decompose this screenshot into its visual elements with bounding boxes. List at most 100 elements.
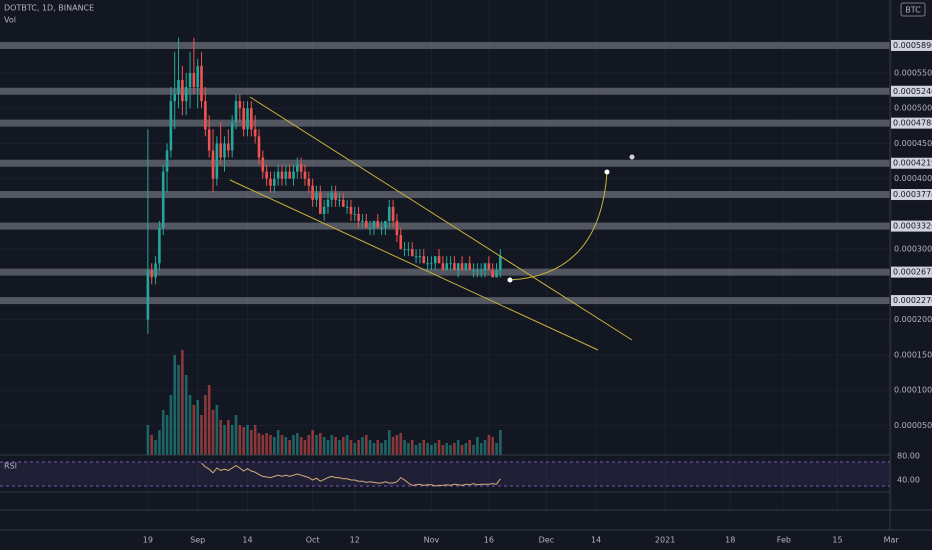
candle-body bbox=[380, 227, 383, 229]
volume-bar bbox=[449, 445, 452, 455]
volume-bar bbox=[326, 440, 330, 455]
volume-bar bbox=[146, 425, 150, 455]
level-band bbox=[0, 222, 890, 230]
volume-bar bbox=[169, 395, 173, 455]
candle-body bbox=[215, 143, 219, 179]
volume-bar bbox=[238, 425, 242, 455]
volume-bar bbox=[410, 440, 414, 455]
candle-body bbox=[177, 79, 180, 95]
candle-body bbox=[269, 178, 272, 186]
volume-bar bbox=[380, 443, 383, 455]
volume-bar bbox=[353, 443, 357, 455]
candle-body bbox=[257, 136, 261, 158]
volume-bar bbox=[437, 440, 441, 455]
candle-body bbox=[246, 108, 249, 130]
volume-bar bbox=[188, 395, 192, 455]
candle-body bbox=[430, 263, 433, 265]
volume-bar bbox=[422, 440, 426, 455]
volume-bar bbox=[204, 395, 207, 455]
candle-body bbox=[315, 192, 318, 200]
level-label: 0.00022700 bbox=[893, 296, 932, 305]
candle-body bbox=[318, 192, 322, 214]
candle-body bbox=[234, 101, 238, 123]
volume-bar bbox=[311, 430, 314, 455]
currency-box[interactable] bbox=[900, 2, 926, 17]
levels bbox=[0, 41, 890, 305]
volume-bar bbox=[476, 437, 479, 455]
volume-bar bbox=[384, 440, 387, 455]
currency[interactable]: BTC bbox=[905, 6, 921, 15]
candle-body bbox=[338, 199, 341, 201]
volume-bar bbox=[246, 425, 249, 455]
candle-body bbox=[150, 270, 154, 278]
volume-bar bbox=[376, 440, 380, 455]
volume-bar bbox=[433, 443, 437, 455]
y-tick-label: 0.00020000 bbox=[894, 315, 932, 324]
level-band bbox=[0, 119, 890, 127]
volume-bar bbox=[472, 445, 475, 455]
level-label: 0.00037749 bbox=[893, 190, 932, 199]
candle-body bbox=[437, 256, 441, 264]
candle-body bbox=[242, 108, 245, 130]
symbol: DOTBTC, 1D, BINANCE bbox=[4, 4, 94, 13]
rsi bbox=[201, 462, 501, 487]
candle-body bbox=[495, 270, 498, 278]
candle-body bbox=[479, 270, 483, 272]
candle-body bbox=[284, 171, 288, 179]
level-band bbox=[0, 191, 890, 199]
level-label-box bbox=[891, 39, 932, 51]
candle-body bbox=[250, 108, 253, 130]
volume-bar bbox=[223, 425, 226, 455]
candle-body bbox=[265, 171, 268, 179]
x-tick-label: Feb bbox=[777, 536, 791, 545]
level-label: 0.00047880 bbox=[893, 119, 932, 128]
volume-bar bbox=[487, 435, 491, 455]
volume-bar bbox=[468, 440, 472, 455]
candle-body bbox=[487, 263, 491, 271]
axes: 19 Sep 14 Oct 12 Nov 16 Dec 14 2021 18 Feb 15 Mar 0.00… bbox=[143, 39, 932, 545]
candle-body bbox=[349, 206, 353, 214]
level-label: 0.00052400 bbox=[893, 87, 932, 96]
trend-line bbox=[229, 179, 599, 351]
candle-body bbox=[403, 249, 406, 251]
candles bbox=[146, 37, 502, 334]
volume-bar bbox=[284, 437, 288, 455]
trend-line bbox=[249, 96, 633, 341]
candle-body bbox=[499, 256, 502, 271]
volume-bar bbox=[288, 440, 291, 455]
candle-body bbox=[303, 171, 307, 179]
candle-body bbox=[322, 206, 326, 214]
candle-body bbox=[207, 129, 211, 151]
volume-bar bbox=[334, 437, 337, 455]
volume-bar bbox=[407, 443, 410, 455]
volume-bar bbox=[499, 430, 502, 455]
volume-bar bbox=[273, 437, 276, 455]
x-tick-label: Mar bbox=[884, 536, 900, 545]
candle-body bbox=[449, 263, 452, 265]
x-tick-label: 14 bbox=[591, 536, 601, 545]
candle-body bbox=[161, 171, 165, 228]
candle-body bbox=[476, 270, 479, 272]
volume-bar bbox=[184, 375, 188, 455]
volume-bar bbox=[426, 443, 429, 455]
candle-body bbox=[165, 150, 169, 172]
volume-bar bbox=[495, 443, 498, 455]
volume-bar bbox=[250, 430, 253, 455]
candle-body bbox=[188, 72, 192, 88]
volume-bar bbox=[456, 440, 460, 455]
x-tick-label: Dec bbox=[539, 536, 554, 545]
candle-body bbox=[169, 101, 173, 151]
x-tick-label: 18 bbox=[725, 536, 735, 545]
volume-bar bbox=[341, 437, 345, 455]
candle-body bbox=[223, 143, 226, 158]
candle-body bbox=[253, 129, 257, 137]
candle-body bbox=[181, 79, 184, 102]
candle-body bbox=[418, 256, 422, 258]
candle-body bbox=[276, 171, 280, 179]
candle-body bbox=[345, 206, 349, 208]
projection-curve bbox=[509, 171, 608, 281]
candle-body bbox=[200, 65, 203, 102]
level-label-box bbox=[891, 117, 932, 129]
candle-body bbox=[456, 263, 460, 271]
volume-bar bbox=[391, 437, 395, 455]
